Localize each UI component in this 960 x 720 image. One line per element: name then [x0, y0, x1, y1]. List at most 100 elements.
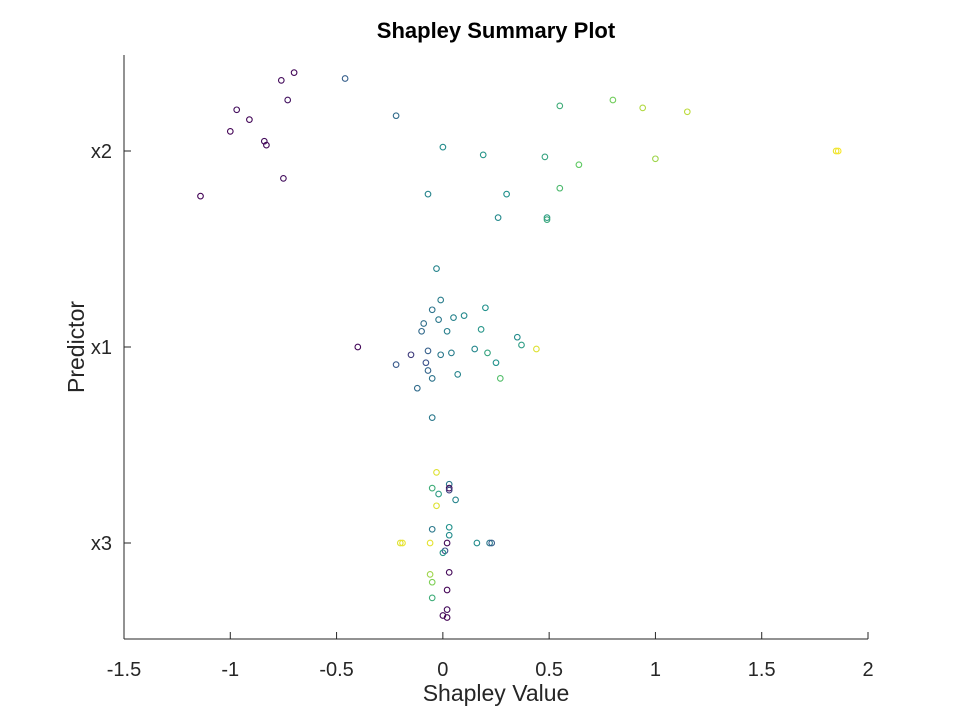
data-point-x3 — [433, 502, 440, 510]
data-point-x3 — [439, 549, 447, 557]
data-point-x2 — [284, 96, 292, 104]
data-point-x1 — [418, 327, 425, 335]
data-point-x1 — [420, 320, 428, 327]
data-point-x2 — [226, 128, 234, 135]
data-point-x3 — [428, 484, 436, 492]
data-point-x2 — [543, 216, 551, 223]
data-point-x1 — [437, 296, 445, 304]
data-point-x2 — [424, 190, 432, 198]
data-point-x2 — [341, 75, 349, 82]
x-axis-label: Shapley Value — [423, 680, 570, 706]
data-point-x1 — [482, 304, 489, 312]
data-point-x1 — [407, 351, 415, 359]
data-point-x3 — [452, 496, 459, 504]
data-point-x1 — [471, 345, 479, 353]
data-point-x2 — [479, 151, 487, 159]
x-tick-label: 1 — [650, 659, 661, 681]
data-point-x2 — [575, 161, 583, 169]
data-point-x1 — [428, 306, 436, 314]
data-point-x2 — [280, 175, 287, 182]
data-point-x3 — [486, 539, 493, 547]
x-tick-label: -1 — [221, 659, 239, 681]
data-point-x3 — [396, 539, 404, 547]
data-point-x3 — [443, 539, 451, 547]
data-point-x3 — [443, 586, 451, 594]
data-point-x1 — [477, 326, 485, 333]
data-point-x1 — [413, 384, 421, 392]
data-point-x2 — [556, 184, 564, 192]
data-point-x2 — [543, 214, 551, 221]
x-tick-label: 2 — [862, 659, 873, 681]
data-point-x1 — [392, 361, 400, 368]
y-axis-ticks: x2 x1 x3 — [91, 141, 131, 555]
data-point-x3 — [443, 606, 451, 613]
x-tick-label: 0.5 — [535, 659, 563, 681]
data-point-x1 — [424, 367, 432, 374]
data-point-x3 — [399, 539, 406, 547]
data-point-x2 — [392, 112, 400, 120]
data-point-x3 — [426, 571, 434, 578]
data-point-x3 — [435, 490, 442, 498]
data-point-x3 — [428, 578, 436, 586]
x-tick-label: -1.5 — [107, 659, 141, 681]
data-point-x1 — [448, 349, 455, 357]
x-axis-ticks: -1.5 -1 -0.5 0 0.5 1 1.5 2 — [107, 632, 874, 681]
y-axis-label: Predictor — [63, 301, 89, 393]
data-point-x2 — [609, 96, 617, 104]
data-point-x3 — [445, 486, 453, 494]
chart-title: Shapley Summary Plot — [377, 18, 616, 43]
data-point-x3 — [433, 469, 440, 476]
data-point-x2 — [494, 214, 502, 221]
data-point-x1 — [437, 351, 445, 359]
data-point-x2 — [556, 102, 564, 110]
data-point-x2 — [246, 116, 253, 123]
scatter-points — [197, 69, 842, 621]
data-point-x3 — [445, 523, 453, 531]
data-point-x2 — [541, 153, 549, 161]
data-point-x2 — [197, 192, 204, 200]
data-point-x1 — [450, 314, 457, 321]
data-point-x1 — [518, 341, 525, 349]
data-point-x2 — [263, 141, 270, 149]
data-point-x2 — [683, 108, 691, 116]
data-point-x1 — [422, 359, 430, 367]
data-point-x2 — [503, 190, 510, 198]
data-point-x3 — [443, 614, 451, 621]
data-point-x1 — [443, 327, 451, 335]
data-point-x3 — [426, 539, 434, 547]
y-tick-label: x2 — [91, 141, 112, 163]
data-point-x1 — [460, 312, 468, 319]
data-point-x1 — [424, 347, 432, 355]
data-point-x2 — [832, 147, 840, 155]
data-point-x2 — [639, 104, 647, 112]
x-tick-label: -0.5 — [319, 659, 353, 681]
data-point-x1 — [433, 265, 440, 272]
data-point-x1 — [354, 343, 362, 351]
data-point-x1 — [533, 345, 540, 353]
data-point-x1 — [496, 375, 504, 382]
data-point-x3 — [473, 539, 481, 547]
data-point-x1 — [484, 349, 491, 357]
data-point-x1 — [513, 333, 521, 341]
x-tick-label: 0 — [437, 659, 448, 681]
data-point-x2 — [233, 106, 241, 114]
data-point-x3 — [445, 569, 453, 576]
data-point-x2 — [290, 69, 298, 76]
data-point-x3 — [445, 531, 453, 539]
data-point-x3 — [428, 525, 436, 533]
data-point-x1 — [454, 371, 462, 378]
x-tick-label: 1.5 — [748, 659, 776, 681]
data-point-x2 — [277, 77, 285, 84]
data-point-x3 — [428, 594, 436, 602]
data-point-x3 — [445, 484, 453, 492]
data-point-x2 — [652, 155, 659, 163]
y-tick-label: x1 — [91, 337, 112, 359]
data-point-x3 — [488, 539, 496, 547]
data-point-x2 — [834, 147, 842, 155]
data-point-x1 — [435, 316, 442, 323]
data-point-x1 — [428, 375, 436, 382]
data-point-x1 — [492, 359, 500, 367]
data-point-x3 — [441, 547, 449, 555]
y-tick-label: x3 — [91, 533, 112, 555]
